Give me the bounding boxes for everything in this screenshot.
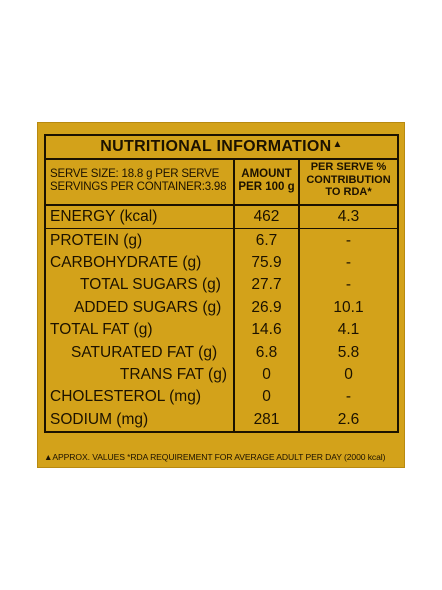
- rda-header-line3: TO RDA*: [325, 186, 372, 198]
- nutrient-name: CHOLESTEROL (mg): [46, 386, 235, 409]
- table-row: ENERGY (kcal) 462 4.3: [46, 206, 397, 230]
- amount-value: 27.7: [235, 274, 300, 297]
- amount-value: 75.9: [235, 251, 300, 275]
- servings-per-container: SERVINGS PER CONTAINER:3.98: [50, 181, 227, 193]
- nutrient-name: SATURATED FAT (g): [46, 341, 235, 364]
- rda-value: -: [345, 388, 352, 406]
- rda-value: -: [345, 231, 352, 249]
- nutrition-table: NUTRITIONAL INFORMATION ▲ SERVE SIZE: 18.…: [44, 134, 399, 433]
- amount-value: 6.7: [235, 229, 300, 252]
- table-row: TRANS FAT (g) 0 0: [46, 363, 397, 387]
- amount-value: 14.6: [235, 318, 300, 342]
- amount-header-line1: AMOUNT: [241, 168, 292, 180]
- title-text: NUTRITIONAL INFORMATION: [100, 138, 332, 155]
- nutrition-label-panel: NUTRITIONAL INFORMATION ▲ SERVE SIZE: 18.…: [37, 122, 405, 468]
- amount-value: 281: [235, 408, 300, 431]
- rda-value: 4.1: [337, 321, 360, 339]
- rda-value: 5.8: [337, 343, 360, 361]
- rda-value: 4.3: [337, 208, 360, 226]
- table-row: PROTEIN (g) 6.7 -: [46, 229, 397, 252]
- amount-value: 6.8: [235, 341, 300, 364]
- nutrient-name: PROTEIN (g): [46, 229, 235, 252]
- rda-value: -: [345, 276, 352, 294]
- nutrient-rows: ENERGY (kcal) 462 4.3 PROTEIN (g) 6.7 - …: [46, 206, 397, 431]
- serve-size: SERVE SIZE: 18.8 g PER SERVE: [50, 168, 220, 180]
- table-row: CHOLESTEROL (mg) 0 -: [46, 386, 397, 409]
- nutrient-name: TOTAL FAT (g): [46, 318, 235, 342]
- nutrient-name: TRANS FAT (g): [46, 363, 235, 387]
- rda-header-line2: CONTRIBUTION: [306, 173, 391, 186]
- table-row: SODIUM (mg) 281 2.6: [46, 408, 397, 431]
- table-row: SATURATED FAT (g) 6.8 5.8: [46, 341, 397, 364]
- table-row: TOTAL SUGARS (g) 27.7 -: [46, 274, 397, 297]
- amount-value: 26.9: [235, 296, 300, 319]
- triangle-icon: ▲: [332, 138, 343, 150]
- nutrient-name: CARBOHYDRATE (g): [46, 251, 235, 275]
- rda-value: 2.6: [337, 410, 360, 428]
- nutrient-name: ADDED SUGARS (g): [46, 296, 235, 319]
- table-row: CARBOHYDRATE (g) 75.9 -: [46, 251, 397, 275]
- amount-value: 462: [235, 206, 300, 229]
- rda-value: 10.1: [333, 298, 364, 316]
- rda-header-line1: PER SERVE %: [310, 161, 387, 173]
- nutrient-name: ENERGY (kcal): [46, 206, 235, 229]
- table-row: ADDED SUGARS (g) 26.9 10.1: [46, 296, 397, 319]
- nutrient-name: TOTAL SUGARS (g): [46, 274, 235, 297]
- table-row: TOTAL FAT (g) 14.6 4.1: [46, 318, 397, 342]
- amount-header: AMOUNT PER 100 g: [235, 160, 300, 204]
- table-header: SERVE SIZE: 18.8 g PER SERVE SERVINGS PE…: [46, 160, 397, 206]
- table-title: NUTRITIONAL INFORMATION ▲: [46, 136, 397, 160]
- serving-info: SERVE SIZE: 18.8 g PER SERVE SERVINGS PE…: [46, 160, 235, 204]
- amount-value: 0: [235, 386, 300, 409]
- footnote: ▲APPROX. VALUES *RDA REQUIREMENT FOR AVE…: [44, 452, 386, 462]
- rda-value: 0: [344, 365, 353, 383]
- rda-value: -: [345, 253, 352, 271]
- rda-header: PER SERVE % CONTRIBUTION TO RDA*: [300, 160, 397, 204]
- amount-value: 0: [235, 363, 300, 387]
- nutrient-name: SODIUM (mg): [46, 408, 235, 431]
- amount-header-line2: PER 100 g: [238, 181, 295, 193]
